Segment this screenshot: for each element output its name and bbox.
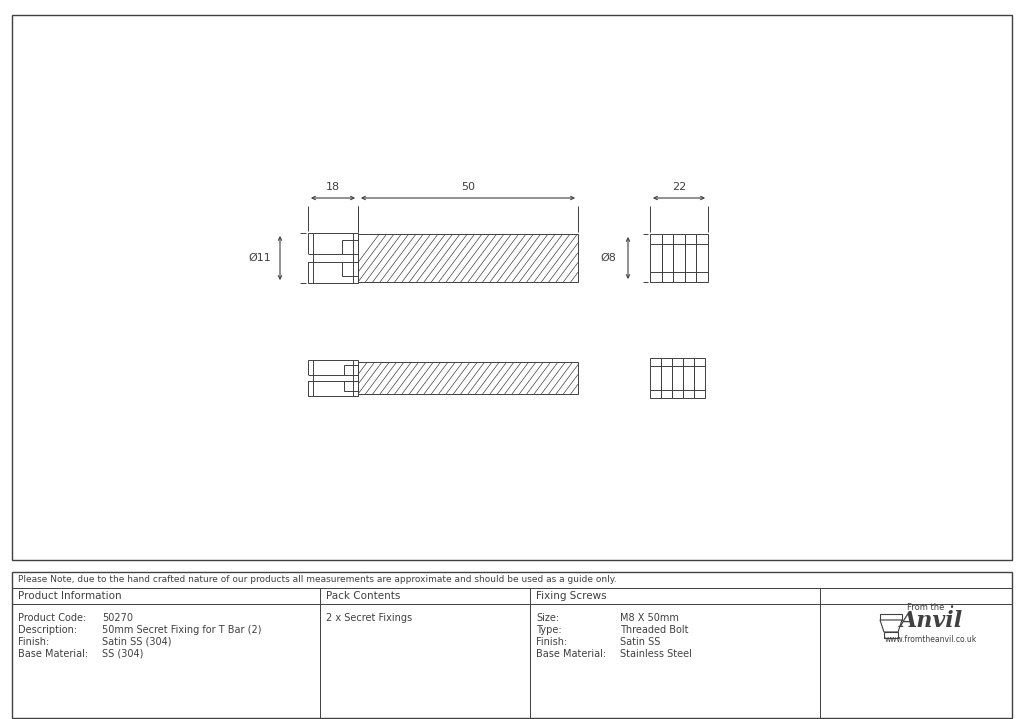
- Text: Ø8: Ø8: [600, 253, 616, 263]
- Text: 50: 50: [461, 182, 475, 192]
- Bar: [683, 358, 694, 398]
- Bar: [344, 365, 358, 391]
- Text: Type:: Type:: [536, 625, 561, 635]
- Bar: [12, 572, 1012, 718]
- Text: Stainless Steel: Stainless Steel: [620, 649, 692, 659]
- Text: 22: 22: [672, 182, 686, 192]
- Text: Fixing Screws: Fixing Screws: [536, 591, 606, 601]
- Text: Ø11: Ø11: [249, 253, 271, 263]
- Text: 18: 18: [326, 182, 340, 192]
- Text: 50270: 50270: [102, 613, 133, 623]
- Bar: [344, 365, 358, 391]
- Bar: [308, 375, 358, 381]
- Text: 2 x Secret Fixings: 2 x Secret Fixings: [326, 613, 412, 623]
- Text: Base Material:: Base Material:: [18, 649, 88, 659]
- Bar: [342, 240, 358, 276]
- Text: Base Material:: Base Material:: [536, 649, 606, 659]
- Text: From the  •: From the •: [907, 603, 954, 611]
- Bar: [358, 362, 578, 394]
- Text: Size:: Size:: [536, 613, 559, 623]
- Bar: [880, 614, 902, 620]
- Bar: [884, 632, 898, 638]
- Bar: [694, 358, 706, 398]
- Text: 50mm Secret Fixing for T Bar (2): 50mm Secret Fixing for T Bar (2): [102, 625, 261, 635]
- Bar: [358, 234, 578, 282]
- Bar: [662, 234, 673, 282]
- Text: Description:: Description:: [18, 625, 77, 635]
- Bar: [673, 234, 685, 282]
- Text: Anvil: Anvil: [899, 610, 963, 632]
- Text: www.fromtheanvil.co.uk: www.fromtheanvil.co.uk: [885, 634, 977, 644]
- Bar: [308, 254, 358, 262]
- Bar: [650, 358, 662, 398]
- Bar: [342, 240, 358, 276]
- Text: Threaded Bolt: Threaded Bolt: [620, 625, 688, 635]
- Text: Product Code:: Product Code:: [18, 613, 86, 623]
- Bar: [672, 358, 683, 398]
- Polygon shape: [880, 620, 902, 632]
- Text: Product Information: Product Information: [18, 591, 122, 601]
- Bar: [12, 15, 1012, 560]
- Bar: [308, 233, 358, 283]
- Bar: [308, 360, 358, 396]
- Text: Satin SS: Satin SS: [620, 637, 660, 647]
- Text: Pack Contents: Pack Contents: [326, 591, 400, 601]
- Text: Please Note, due to the hand crafted nature of our products all measurements are: Please Note, due to the hand crafted nat…: [18, 575, 616, 585]
- Text: SS (304): SS (304): [102, 649, 143, 659]
- Bar: [685, 234, 696, 282]
- Bar: [662, 358, 672, 398]
- Text: Satin SS (304): Satin SS (304): [102, 637, 171, 647]
- Text: Finish:: Finish:: [18, 637, 49, 647]
- Text: Finish:: Finish:: [536, 637, 567, 647]
- Bar: [696, 234, 708, 282]
- Bar: [650, 234, 662, 282]
- Text: M8 X 50mm: M8 X 50mm: [620, 613, 679, 623]
